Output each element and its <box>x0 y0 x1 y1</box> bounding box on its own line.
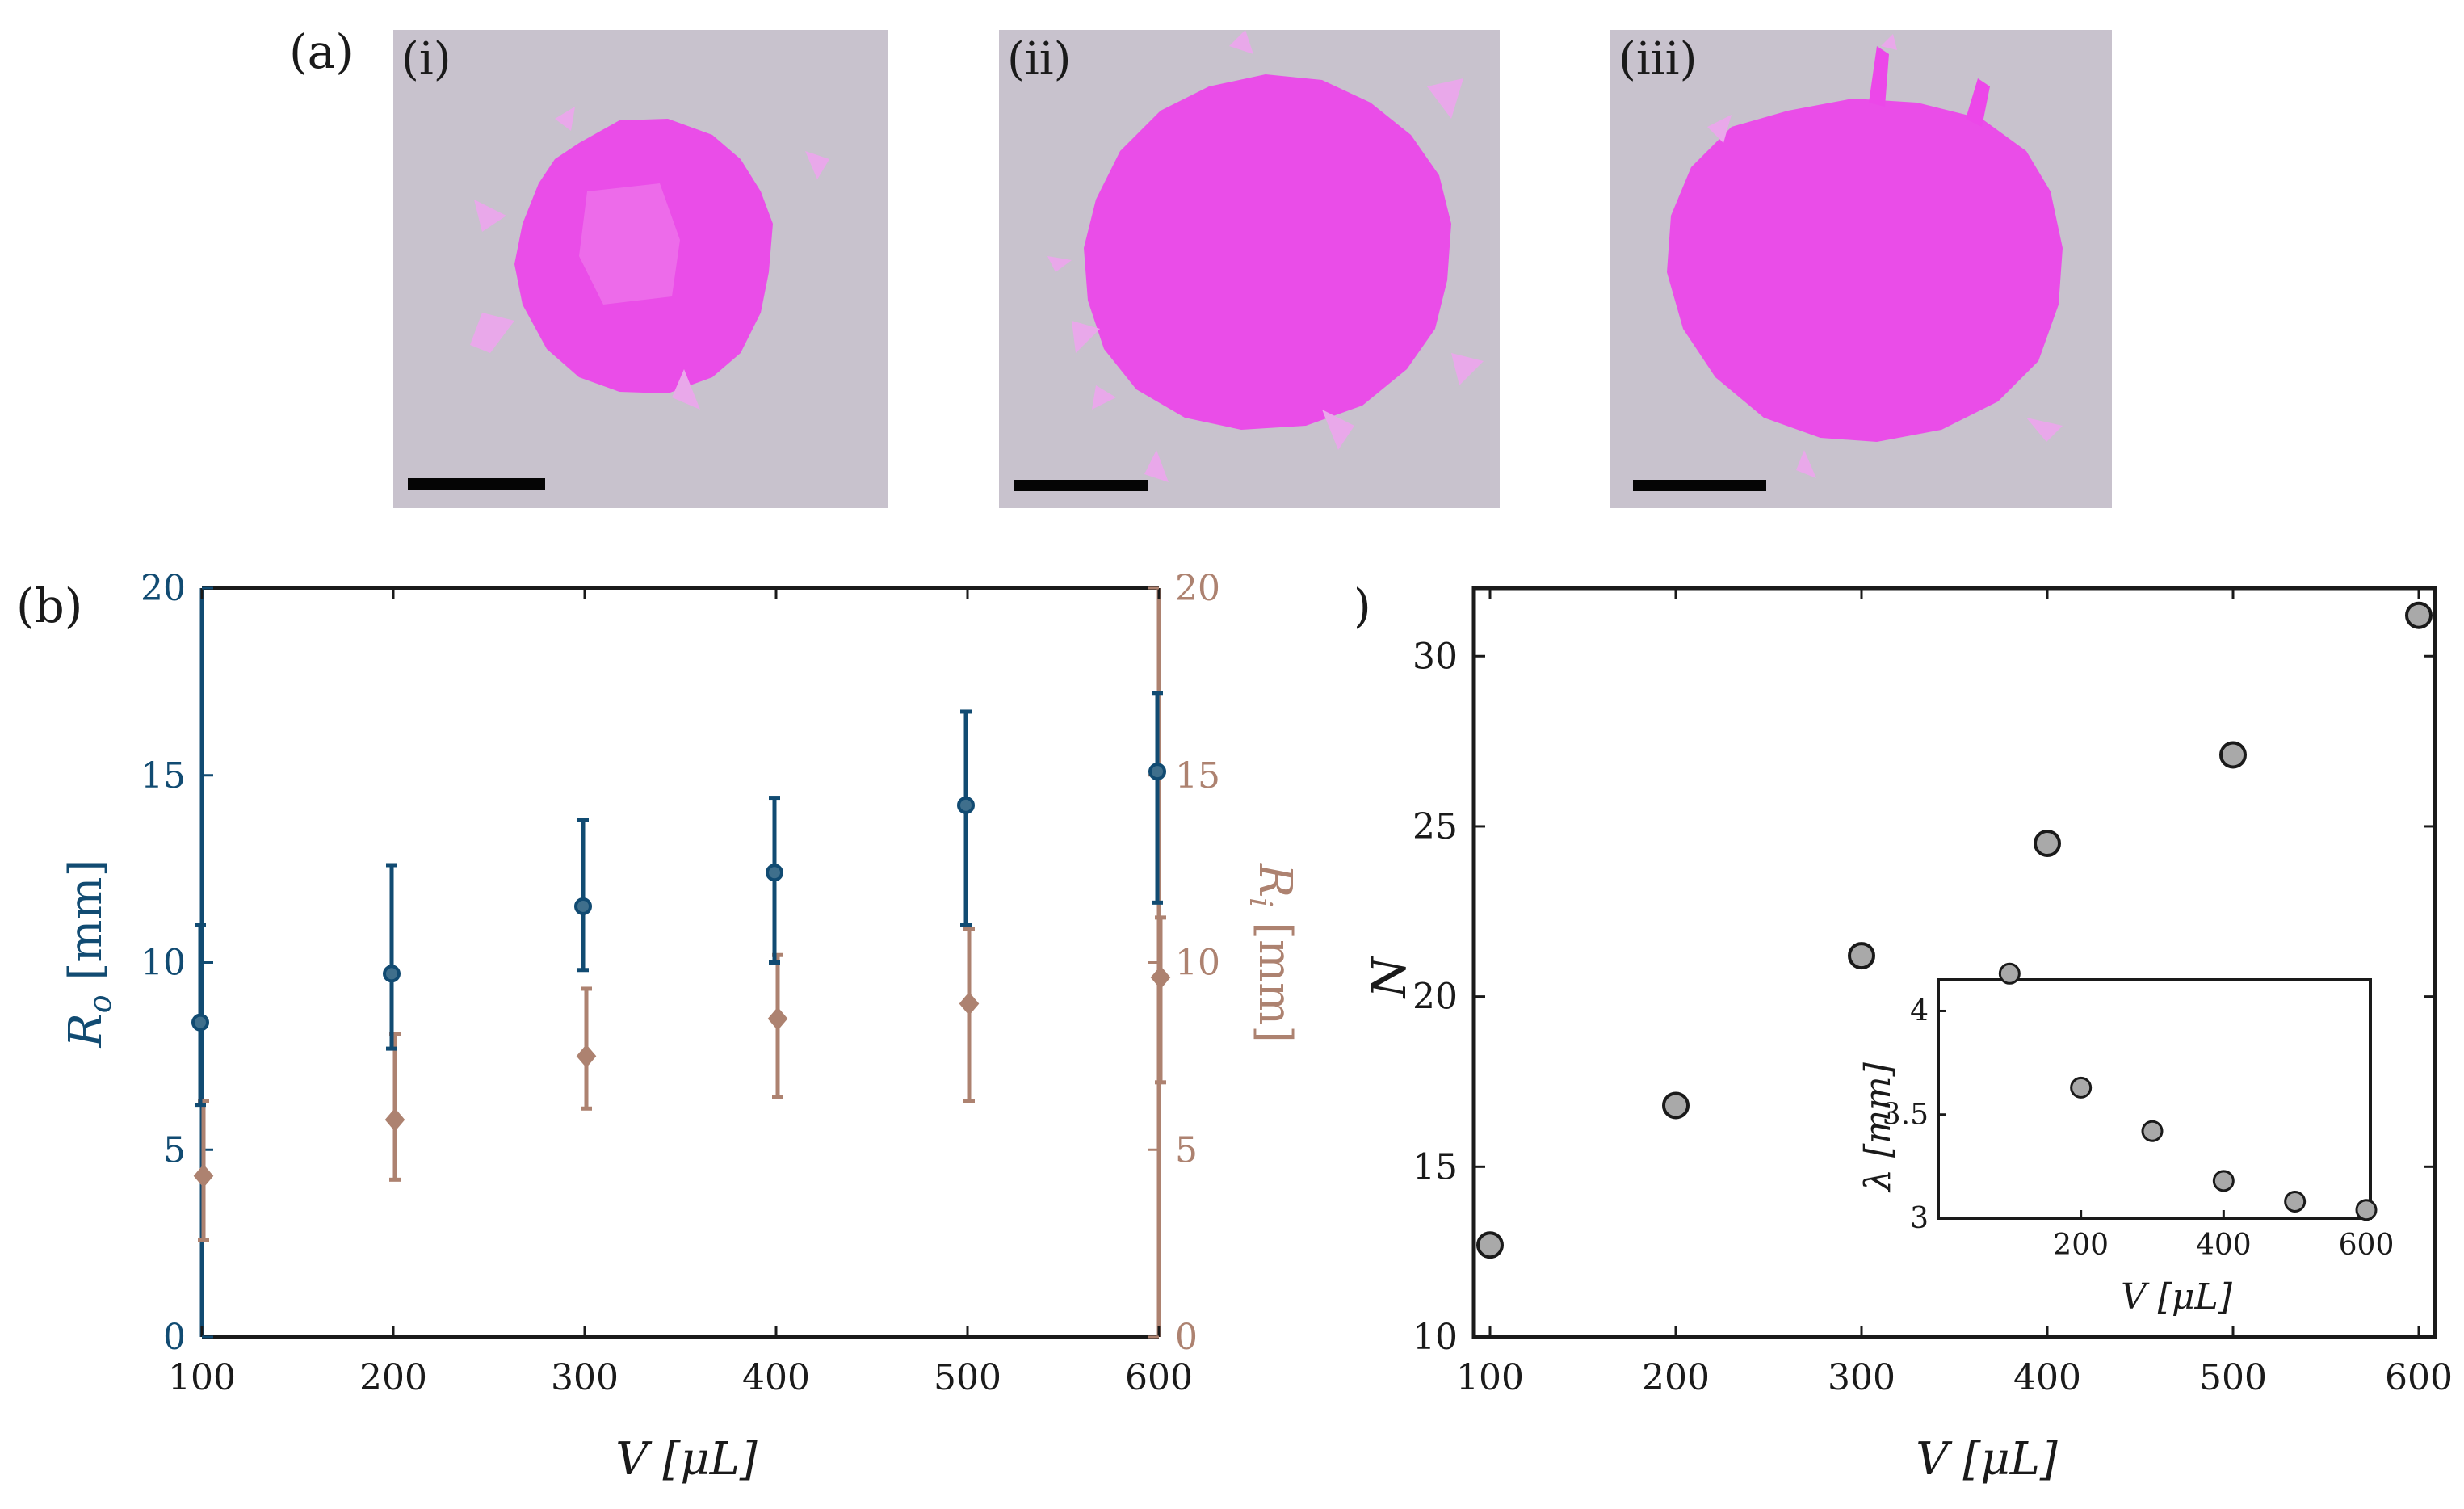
ri-point <box>959 991 980 1016</box>
n-point <box>2034 830 2061 858</box>
chart-b-xlabel: V [μL] <box>615 1433 758 1486</box>
chart-b-y2label-main: R <box>1249 863 1301 897</box>
scale-bar-ii <box>1014 480 1148 491</box>
y2-tick-label: 20 <box>1175 568 1220 609</box>
ri-point <box>1150 965 1171 990</box>
n-point <box>1476 1231 1504 1259</box>
x-tick-label: 400 <box>2013 1357 2081 1398</box>
chart-b-ylabel-main: R <box>60 1013 112 1048</box>
chart-c-xlabel: V [μL] <box>1916 1433 2058 1486</box>
drop-iii-shape <box>1667 99 2063 442</box>
x-tick-label: 500 <box>934 1357 1001 1398</box>
n-point <box>1848 942 1875 970</box>
x-tick-label: 100 <box>1456 1357 1524 1398</box>
x-tick-label: 400 <box>742 1357 810 1398</box>
ro-point <box>383 965 401 983</box>
chart-b-marks <box>191 691 1171 1242</box>
x-tick-label: 200 <box>1642 1357 1710 1398</box>
inset-marks <box>1998 962 2378 1221</box>
chart-c-ylabel: N <box>1362 955 1417 999</box>
n-point <box>2219 741 2247 769</box>
photo-i-label: (i) <box>401 33 451 86</box>
lambda-point <box>1998 962 2021 985</box>
inset-frame <box>1937 978 2372 1220</box>
x-tick-label: 500 <box>2199 1357 2267 1398</box>
y-tick-label: 15 <box>141 755 186 797</box>
y-tick-label: 25 <box>1412 806 1458 847</box>
chart-c-axes: 100 200 300 400 500 600 10 15 20 25 30 <box>1412 586 2453 1398</box>
lambda-point <box>2355 1199 2378 1221</box>
photo-i: (i) <box>393 30 888 508</box>
y-tick-label: 15 <box>1412 1146 1458 1187</box>
scale-bar-i <box>408 478 545 490</box>
n-point <box>1662 1091 1690 1120</box>
lambda-point <box>2284 1190 2307 1213</box>
photo-ii-label: (ii) <box>1007 33 1072 86</box>
drop-iii-image <box>1667 34 2063 478</box>
drop-ii-image <box>1047 30 1484 482</box>
y-tick-label: 30 <box>1412 636 1458 677</box>
photo-iii-label: (iii) <box>1618 33 1698 86</box>
ro-point <box>1148 763 1166 781</box>
ri-point <box>384 1108 405 1132</box>
x-tick-label: 300 <box>1828 1357 1895 1398</box>
chart-b-ylabel: Ro [mm] <box>60 860 118 1049</box>
chart-b-y2label-unit: [mm] <box>1249 907 1301 1043</box>
y2-tick-label: 0 <box>1175 1317 1198 1358</box>
photo-ii: (ii) <box>999 30 1500 508</box>
ro-point <box>191 1013 209 1032</box>
x-tick-label: 200 <box>359 1357 427 1398</box>
ro-point <box>574 897 592 915</box>
lambda-point <box>2212 1170 2235 1192</box>
y-tick-label: 20 <box>1412 977 1458 1018</box>
scale-bar-iii <box>1633 480 1766 491</box>
inset-y-tick-label: 3.5 <box>1883 1099 1929 1132</box>
y2-tick-label: 15 <box>1175 755 1220 797</box>
y-tick-label: 10 <box>141 943 186 984</box>
inset-ylabel: λ [mm] <box>1857 1061 1899 1192</box>
chart-c-marks <box>1476 601 2433 1259</box>
y-tick-label: 5 <box>163 1129 186 1171</box>
y-tick-label: 10 <box>1412 1317 1458 1358</box>
y2-tick-label: 5 <box>1175 1129 1198 1171</box>
lambda-point <box>2070 1076 2093 1099</box>
chart-c-frame <box>1471 586 2437 1339</box>
x-tick-label: 100 <box>168 1357 236 1398</box>
inset-x-tick-label: 200 <box>2053 1229 2109 1262</box>
inset-y-tick-label: 3 <box>1910 1202 1929 1235</box>
y-tick-label: 20 <box>141 568 186 609</box>
panel-b-label: (b) <box>16 578 82 633</box>
ro-point <box>957 796 975 814</box>
y2-tick-label: 10 <box>1175 943 1220 984</box>
inset-xlabel: V [μL] <box>2121 1276 2233 1318</box>
drop-i-image <box>470 107 829 410</box>
panel-c-label: (c) <box>1357 578 1371 633</box>
ri-point <box>576 1044 597 1068</box>
lambda-point <box>2141 1120 2164 1142</box>
x-tick-label: 600 <box>2385 1357 2453 1398</box>
chart-b-ylabel-unit: [mm] <box>60 860 112 995</box>
ro-point <box>766 864 783 882</box>
chart-b-y2label-sub: i <box>1243 897 1278 907</box>
x-tick-label: 600 <box>1125 1357 1193 1398</box>
inset-x-tick-label: 600 <box>2339 1229 2395 1262</box>
ri-point <box>193 1164 214 1188</box>
x-tick-label: 300 <box>551 1357 619 1398</box>
n-point <box>2405 601 2433 629</box>
inset-x-tick-label: 400 <box>2196 1229 2252 1262</box>
drop-ii-shape <box>1084 74 1451 430</box>
ri-point <box>767 1007 788 1031</box>
chart-b-y2label: Ri [mm] <box>1243 863 1301 1043</box>
inset-y-tick-label: 4 <box>1910 994 1929 1028</box>
inset-axes: 200 400 600 3 3.5 4 <box>1883 978 2395 1262</box>
chart-b-ylabel-sub: o <box>82 994 118 1013</box>
y-tick-label: 0 <box>163 1317 186 1358</box>
panel-a-label: (a) <box>289 24 354 79</box>
photo-iii: (iii) <box>1610 30 2112 508</box>
